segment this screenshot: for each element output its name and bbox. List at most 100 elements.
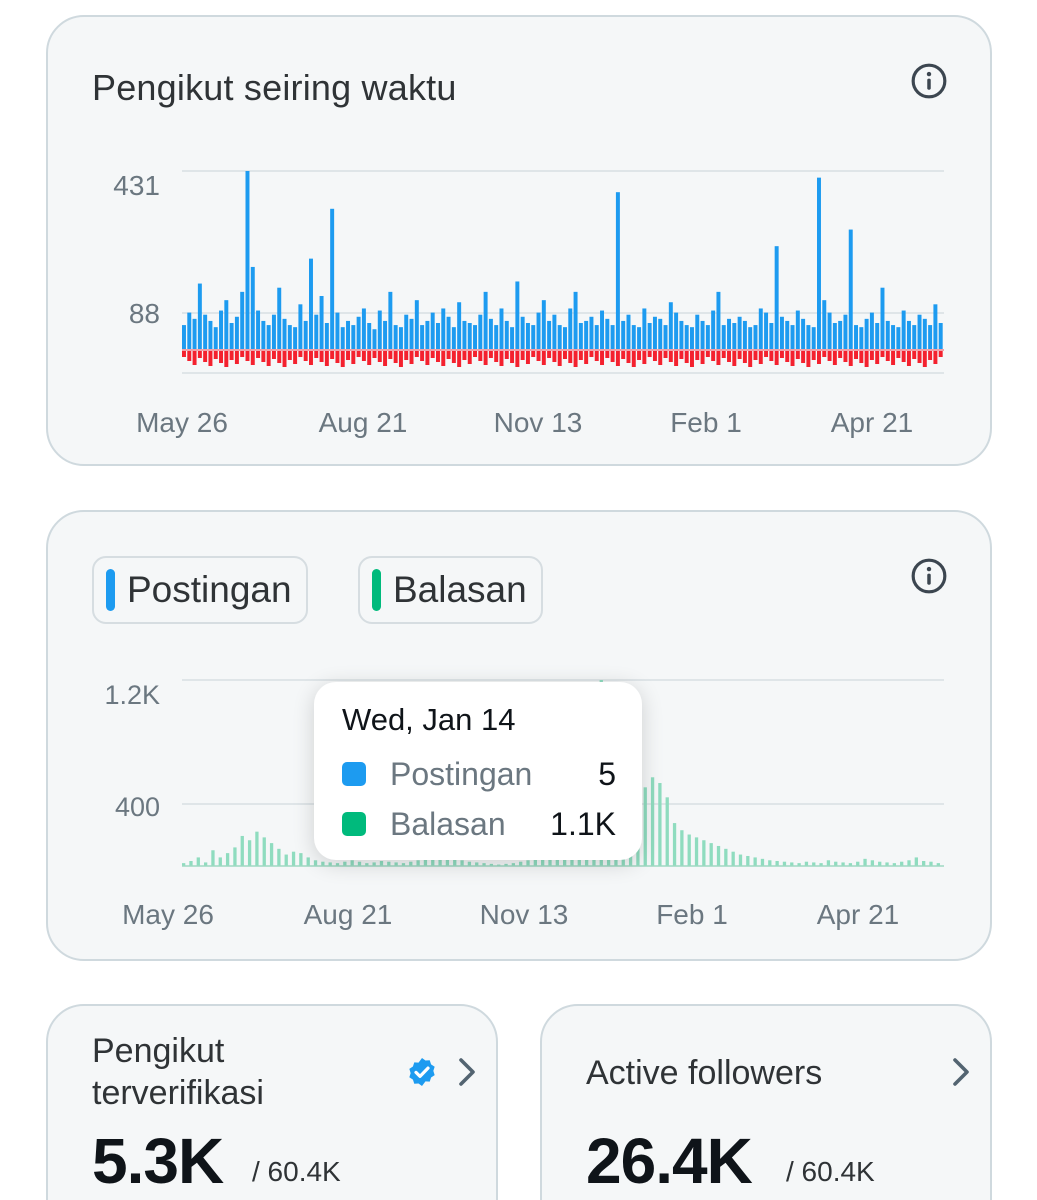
active-followers-value: 26.4K [586,1125,753,1197]
followers-lost-bar [721,351,726,358]
followers-lost-bar [525,351,530,364]
replies-bar [379,860,384,866]
followers-lost-bar [785,351,790,362]
replies-bar [812,862,816,866]
chevron-right-icon[interactable] [454,1054,480,1090]
followers-gained-bar [367,323,372,350]
followers-lost-bar [203,351,208,362]
chevron-right-icon[interactable] [948,1054,974,1090]
followers-gained-bar [891,325,896,350]
followers-gained-bar [774,246,779,350]
followers-lost-bar [547,351,552,358]
followers-gained-bar [504,320,509,350]
followers-lost-bar [324,351,329,366]
active-followers-card[interactable]: Active followers 26.4K / 60.4K [540,1004,992,1200]
followers-gained-bar [515,281,520,350]
followers-over-time-card: Pengikut seiring waktu 431 88 May 26 Aug 21… [46,15,992,466]
followers-lost-bar [520,351,525,360]
followers-gained-bar [869,312,874,350]
followers-lost-bar [293,351,298,364]
followers-gained-bar [806,325,811,350]
legend-postingan[interactable]: Postingan [92,556,308,624]
replies-bar [760,858,765,866]
followers-gained-bar [838,320,843,350]
followers-lost-bar [515,351,520,367]
followers-gained-bar [848,229,853,350]
followers-lost-bar [335,351,340,363]
followers-gained-bar [658,318,663,350]
replies-bar [892,863,897,866]
followers-lost-bar [880,351,885,357]
followers-lost-bar [642,351,647,364]
replies-bar [247,840,252,866]
followers-gained-bar [467,323,472,350]
followers-gained-bar [499,308,504,350]
x-tick-label: Apr 21 [817,899,900,930]
followers-lost-bar [933,351,938,364]
followers-gained-bar [605,318,610,350]
replies-bar [269,843,274,866]
replies-bar [702,840,706,866]
followers-lost-bar [398,351,403,367]
replies-bar [885,862,889,866]
replies-bar [328,862,332,866]
followers-gained-bar [721,325,726,350]
replies-bar [643,787,647,866]
followers-lost-bar [245,351,250,361]
replies-bar [394,862,398,866]
info-circle-icon[interactable] [910,62,948,100]
followers-gained-bar [600,310,605,350]
followers-lost-bar [504,351,509,359]
replies-bar [343,861,347,866]
followers-lost-bar [213,351,218,359]
replies-bar [211,850,215,866]
x-tick-label: May 26 [122,899,214,930]
followers-lost-bar [859,351,864,363]
followers-lost-bar [256,351,261,358]
replies-bar [255,831,259,866]
followers-lost-bar [314,351,319,358]
followers-gained-bar [520,316,525,350]
x-tick-label: Nov 13 [480,899,569,930]
followers-lost-bar [282,351,287,367]
followers-lost-bar [869,351,874,360]
followers-lost-bar [229,351,234,360]
followers-lost-bar [605,351,610,358]
replies-bar [233,847,237,866]
replies-bar [218,857,222,866]
replies-bar [482,863,486,866]
followers-gained-bar [663,325,668,350]
followers-lost-bar [674,351,679,366]
followers-lost-bar [732,351,737,366]
verified-followers-card[interactable]: Pengikut terverifikasi 5.3K / 60.4K [46,1004,498,1200]
followers-gained-bar [324,323,329,350]
replies-bar [423,857,428,866]
followers-gained-bar [356,316,361,350]
followers-gained-bar [547,320,552,350]
posts-replies-card: Postingan Balasan 1.2K 400 May 26 Aug 21 Nov… [46,510,992,961]
followers-lost-bar [488,351,493,358]
followers-gained-bar [229,323,234,350]
followers-gained-bar [589,316,594,350]
followers-lost-bar [811,351,816,360]
followers-lost-bar [563,351,567,359]
replies-bar [694,837,699,866]
followers-lost-bar [240,351,245,357]
followers-gained-bar [488,318,493,350]
followers-gained-bar [372,329,377,350]
followers-gained-bar [552,314,557,350]
followers-lost-bar [764,351,769,357]
followers-gained-bar [684,325,689,350]
y-tick-label: 400 [115,792,160,822]
info-circle-icon[interactable] [910,557,948,595]
followers-gained-bar [753,325,758,350]
followers-lost-bar [922,351,927,367]
followers-lost-bar [250,351,255,365]
tooltip-date: Wed, Jan 14 [342,702,516,737]
legend-balasan[interactable]: Balasan [358,556,543,624]
followers-gained-bar [917,314,922,350]
followers-lost-bar [441,351,446,366]
followers-lost-bar [705,351,710,357]
followers-gained-bar [637,327,642,350]
replies-bar [357,861,362,866]
